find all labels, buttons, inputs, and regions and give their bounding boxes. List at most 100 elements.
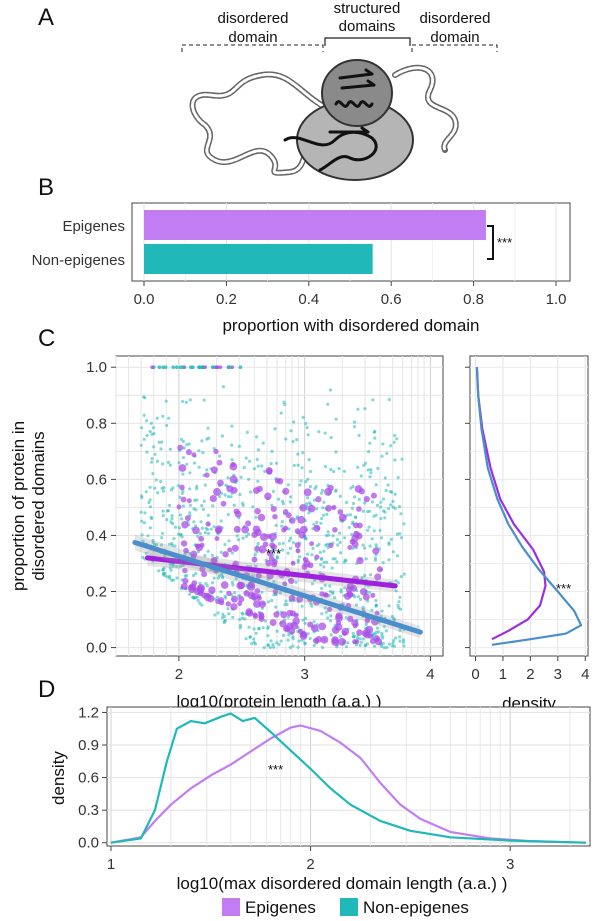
scatter-point-epigene [233,525,241,533]
scatter-point-epigene [258,616,265,622]
density-x-tick-label: 1 [499,666,507,683]
scatter-point-non-epigene [328,584,332,588]
scatter-point-non-epigene [366,510,370,514]
scatter-point-non-epigene [143,511,147,515]
scatter-point-non-epigene [338,540,342,545]
scatter-point-non-epigene [266,634,270,638]
scatter-point-epigene [254,588,261,594]
scatter-point-non-epigene [393,506,397,510]
scatter-point-non-epigene [192,520,196,524]
d-y-tick-label: 1.2 [78,704,99,721]
scatter-point-non-epigene [188,503,192,507]
scatter-point-non-epigene [193,595,197,599]
scatter-point-non-epigene [219,519,223,523]
scatter-point-non-epigene [261,441,265,445]
scatter-point-non-epigene [191,573,196,578]
scatter-point-epigene [201,571,208,578]
scatter-point-epigene [259,533,268,542]
scatter-point-non-epigene [254,564,258,568]
scatter-point-non-epigene [226,607,230,611]
scatter-point-non-epigene [231,615,235,620]
scatter-point-non-epigene [347,525,351,530]
panel-c-scatter: 2 3 4 0.0 0.2 0.4 0.6 0.8 1.0 *** log10(protein… [9,355,444,711]
scatter-point-non-epigene [152,432,156,436]
scatter-point-epigene [180,582,188,590]
scatter-point-non-epigene [329,633,333,637]
scatter-point-non-epigene [398,595,402,599]
scatter-point-non-epigene [356,595,360,599]
scatter-point-non-epigene [270,449,274,453]
scatter-point-non-epigene [338,531,342,535]
scatter-point-epigene [279,620,287,628]
density-x-tick-label: 3 [554,666,562,683]
scatter-point-non-epigene [145,450,149,454]
scatter-point-non-epigene [323,464,327,469]
d-y-tick-label: 0.9 [78,737,99,754]
scatter-point-non-epigene [402,640,406,644]
scatter-point-non-epigene [291,644,295,648]
scatter-point-epigene [220,500,227,507]
scatter-point-epigene [220,581,229,589]
scatter-point-non-epigene [198,532,202,536]
scatter-point-non-epigene [391,641,395,645]
scatter-point-top [216,365,220,370]
scatter-point-epigene [245,520,252,527]
scatter-point-non-epigene [230,458,234,462]
scatter-point-non-epigene [335,560,339,564]
scatter-point-epigene [289,517,296,524]
scatter-point-non-epigene [374,603,378,607]
scatter-point-non-epigene [326,616,330,620]
scatter-point-non-epigene [220,434,224,438]
scatter-point-non-epigene [170,578,174,582]
scatter-point-non-epigene [188,487,192,491]
scatter-point-non-epigene [224,596,228,600]
scatter-point-non-epigene [148,526,152,530]
scatter-point-non-epigene [170,514,174,518]
scatter-point-epigene [198,535,205,542]
scatter-point-top [211,365,215,370]
scatter-point-non-epigene [274,523,278,528]
scatter-point-epigene [303,488,312,497]
scatter-point-non-epigene [277,642,281,647]
scatter-point-epigene [337,509,344,515]
scatter-point-non-epigene [260,590,264,594]
scatter-point-non-epigene [381,636,385,640]
scatter-point-epigene [191,452,197,458]
scatter-point-non-epigene [230,580,234,585]
scatter-fit-lines [132,534,423,639]
scatter-point-non-epigene [240,616,244,620]
scatter-point-epigene [296,595,304,603]
scatter-point-non-epigene [216,611,220,615]
scatter-point-epigene [225,601,231,607]
scatter-point-non-epigene [166,575,170,579]
scatter-point-non-epigene [155,416,159,420]
scatter-point-non-epigene [218,494,222,499]
scatter-point-non-epigene [310,604,314,608]
scatter-point-non-epigene [333,596,337,600]
scatter-point-non-epigene [198,601,202,605]
scatter-point-epigene [177,444,184,451]
scatter-point-epigene [284,626,291,632]
scatter-point-non-epigene [322,565,326,569]
scatter-point-non-epigene [286,551,290,555]
scatter-point-non-epigene [396,475,400,480]
scatter-point-epigene [347,544,353,551]
scatter-point-non-epigene [396,554,400,558]
scatter-point-non-epigene [307,511,311,515]
scatter-point-non-epigene [194,571,198,576]
scatter-point-non-epigene [361,637,365,641]
scatter-point-epigene [294,542,301,549]
scatter-point-non-epigene [226,512,230,517]
scatter-point-non-epigene [346,641,350,645]
scatter-point-non-epigene [393,433,397,438]
scatter-point-non-epigene [250,642,254,646]
scatter-point-non-epigene [274,461,279,465]
scatter-point-epigene [356,556,364,565]
scatter-point-non-epigene [386,507,391,511]
scatter-point-epigene [213,487,221,496]
scatter-point-non-epigene [179,533,183,537]
scatter-point-non-epigene [275,641,279,645]
density-x-ticks: 0 1 2 3 4 [471,656,589,683]
scatter-point-non-epigene [312,643,316,648]
